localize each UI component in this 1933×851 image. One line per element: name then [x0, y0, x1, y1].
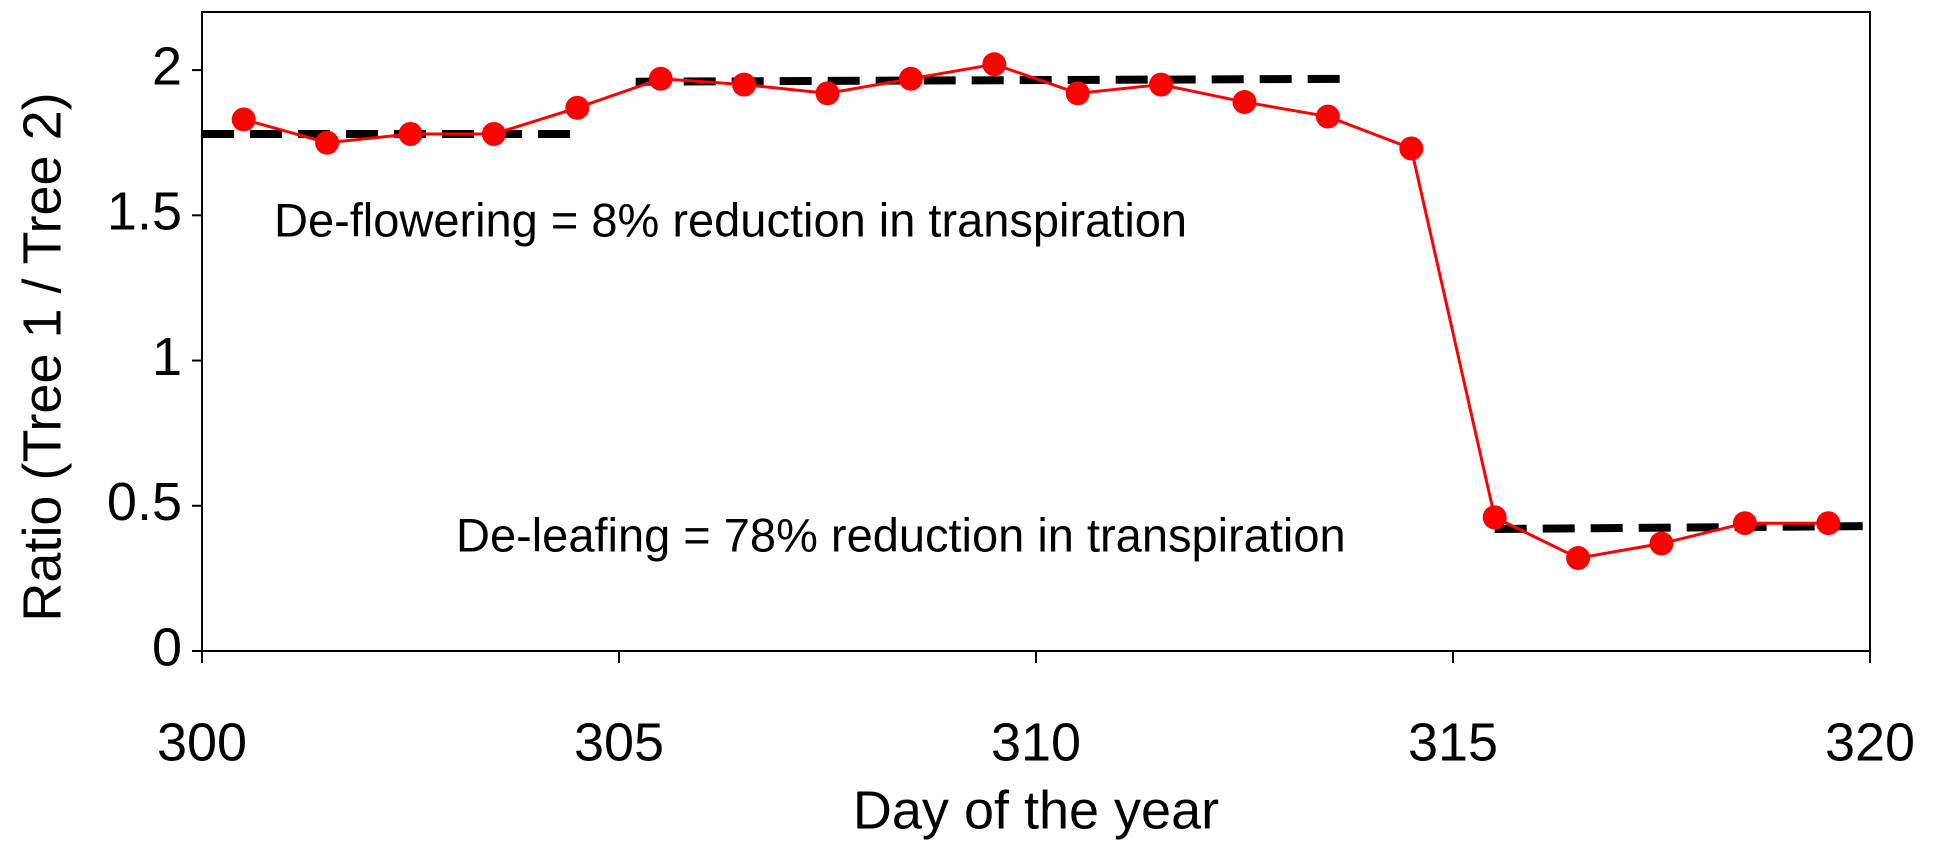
x-axis-label: Day of the year [853, 780, 1219, 840]
data-point [398, 121, 423, 146]
data-point [648, 66, 673, 91]
mean-line [1494, 522, 1871, 534]
y-tick-label: 0.5 [107, 472, 182, 532]
y-tick-label: 1.5 [107, 182, 182, 242]
data-point [231, 107, 256, 132]
data-point [481, 121, 506, 146]
y-axis-label: Ratio (Tree 1 / Tree 2) [12, 92, 72, 621]
x-tick-label: 300 [157, 712, 247, 772]
data-line [243, 62, 1829, 560]
data-point [732, 72, 757, 97]
data-point [1732, 511, 1757, 536]
y-tick-label: 0 [152, 617, 182, 677]
x-tick-label: 305 [574, 712, 664, 772]
annotation: De-leafing = 78% reduction in transpirat… [456, 508, 1346, 561]
x-tick-label: 315 [1408, 712, 1498, 772]
annotation: De-flowering = 8% reduction in transpira… [274, 193, 1187, 246]
data-point [1315, 104, 1340, 129]
data-point [1399, 136, 1424, 161]
data-point [1232, 90, 1257, 115]
data-point [982, 52, 1007, 77]
data-point [1649, 531, 1674, 556]
data-point [815, 81, 840, 106]
y-tick-label: 2 [152, 36, 182, 96]
data-point [1149, 72, 1174, 97]
y-tick-label: 1 [152, 327, 182, 387]
data-point [315, 130, 340, 155]
data-point [1566, 546, 1591, 571]
data-point [1482, 505, 1507, 530]
data-point [565, 95, 590, 120]
data-point [1816, 511, 1841, 536]
data-point [898, 66, 923, 91]
x-tick-label: 320 [1825, 712, 1915, 772]
x-tick-label: 310 [991, 712, 1081, 772]
data-point [1065, 81, 1090, 106]
